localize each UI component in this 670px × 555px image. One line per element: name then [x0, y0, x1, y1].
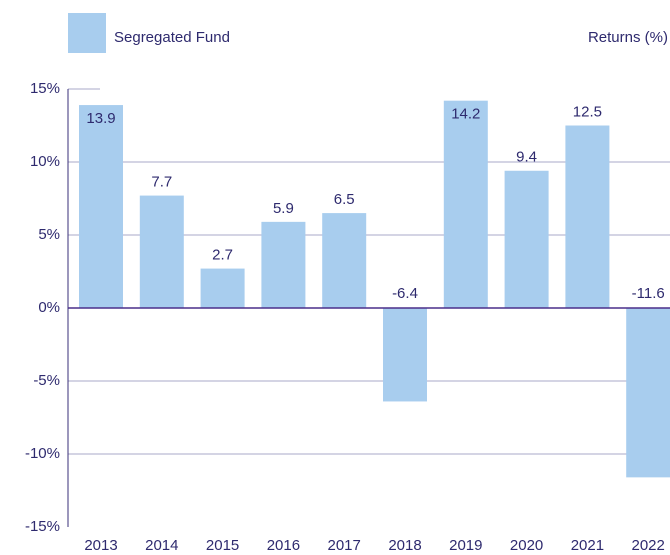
bar	[200, 268, 245, 308]
data-label: -11.6	[632, 285, 665, 302]
bar	[443, 100, 488, 309]
data-label: 13.9	[86, 110, 115, 127]
data-label: 6.5	[334, 191, 355, 208]
legend-label: Segregated Fund	[114, 29, 230, 46]
bar	[79, 105, 123, 308]
bar	[139, 195, 184, 308]
data-label: -6.4	[392, 285, 418, 302]
x-tick-label: 2017	[328, 537, 361, 554]
y-tick-label: 5%	[38, 226, 60, 243]
x-tick-label: 2013	[84, 537, 117, 554]
bar	[322, 213, 367, 308]
y-tick-label: -10%	[25, 445, 60, 462]
x-tick-label: 2022	[632, 537, 665, 554]
y-tick-label: 0%	[38, 299, 60, 316]
bar	[261, 221, 306, 308]
bar	[383, 308, 427, 402]
x-tick-label: 2015	[206, 537, 239, 554]
y-tick-label: -5%	[33, 372, 60, 389]
y-axis-label: Returns (%)	[588, 29, 668, 46]
data-label: 9.4	[516, 149, 537, 166]
y-tick-label: 10%	[30, 153, 60, 170]
legend-swatch	[68, 13, 106, 53]
bar	[565, 125, 610, 308]
y-tick-label: 15%	[30, 80, 60, 97]
bar	[504, 170, 549, 308]
data-label: 5.9	[273, 200, 294, 217]
data-label: 7.7	[151, 174, 172, 191]
data-label: 14.2	[451, 106, 480, 123]
x-tick-label: 2020	[510, 537, 543, 554]
data-label: 12.5	[573, 103, 602, 120]
bar	[626, 308, 670, 478]
x-tick-label: 2018	[388, 537, 421, 554]
x-tick-label: 2014	[145, 537, 178, 554]
x-tick-label: 2019	[449, 537, 482, 554]
x-tick-label: 2021	[571, 537, 604, 554]
x-tick-label: 2016	[267, 537, 300, 554]
y-tick-label: -15%	[25, 518, 60, 535]
data-label: 2.7	[212, 247, 233, 264]
